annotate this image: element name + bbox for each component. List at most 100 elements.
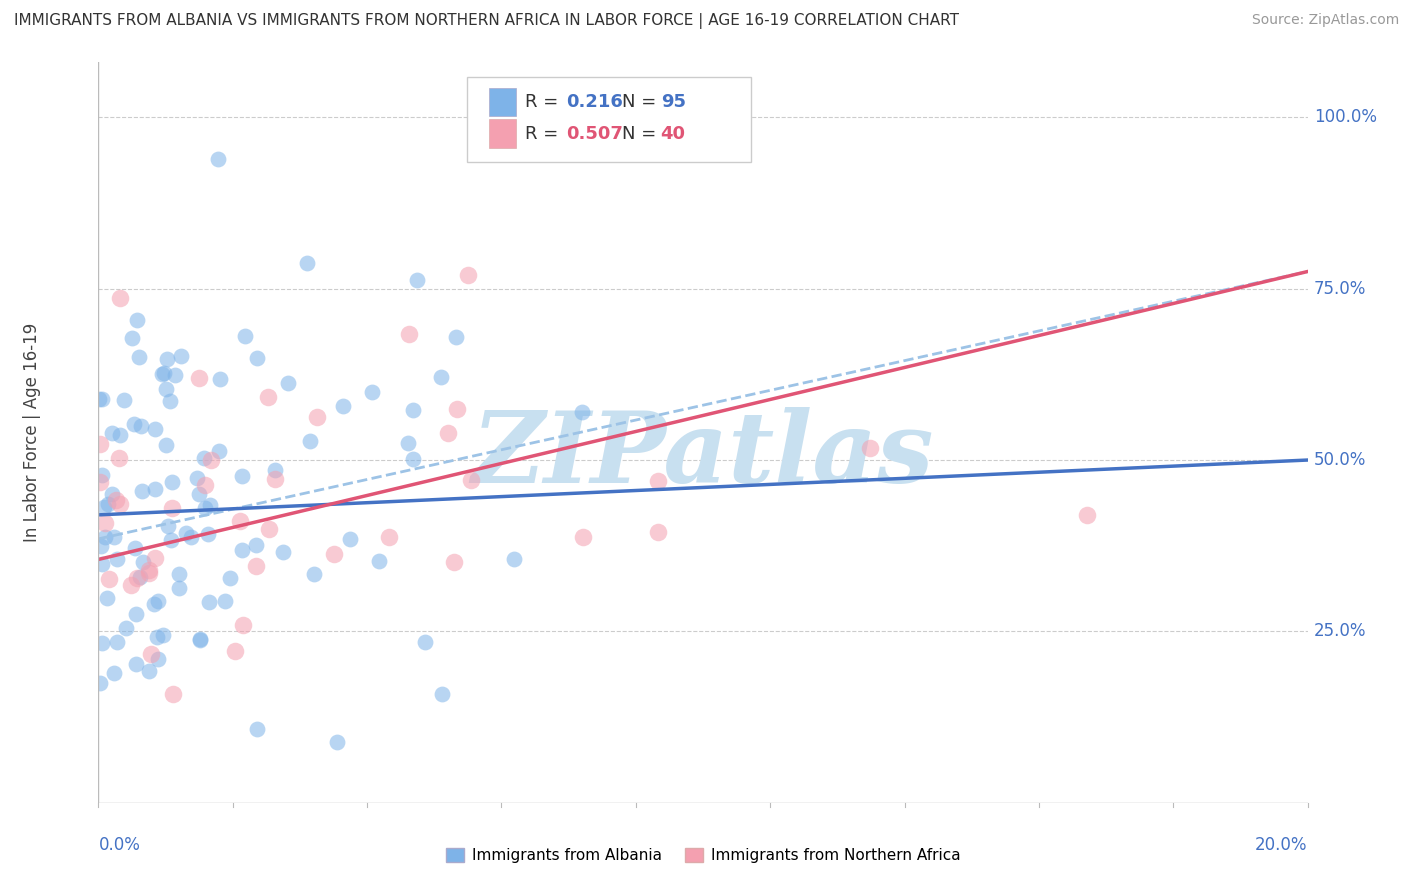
Point: [224, 643, 246, 657]
Point: [647, 474, 669, 488]
Point: [396, 436, 419, 450]
Point: [127, 313, 149, 327]
Point: [229, 514, 252, 528]
Point: [323, 547, 346, 561]
FancyBboxPatch shape: [467, 78, 751, 162]
Point: [143, 551, 166, 566]
Text: N =: N =: [621, 125, 662, 143]
Point: [402, 403, 425, 417]
Point: [233, 329, 256, 343]
Point: [277, 376, 299, 391]
Point: [232, 618, 254, 632]
Point: [143, 483, 166, 497]
Point: [138, 566, 160, 580]
Point: [263, 472, 285, 486]
Point: [108, 428, 131, 442]
Text: 0.216: 0.216: [567, 94, 623, 112]
FancyBboxPatch shape: [489, 88, 516, 117]
Point: [174, 525, 197, 540]
Point: [104, 493, 127, 508]
Point: [143, 597, 166, 611]
Point: [197, 527, 219, 541]
Point: [128, 350, 150, 364]
Point: [444, 330, 467, 344]
Point: [193, 451, 215, 466]
Point: [457, 268, 479, 282]
Point: [326, 735, 349, 749]
Point: [188, 632, 211, 646]
Point: [503, 552, 526, 566]
Point: [155, 351, 177, 366]
Point: [97, 497, 120, 511]
Text: 100.0%: 100.0%: [1313, 108, 1376, 127]
Point: [97, 572, 120, 586]
Point: [167, 567, 190, 582]
Point: [214, 593, 236, 607]
Point: [188, 633, 211, 648]
Point: [246, 351, 269, 365]
Text: 20.0%: 20.0%: [1256, 836, 1308, 855]
Point: [257, 390, 280, 404]
Point: [1076, 508, 1098, 522]
Point: [647, 525, 669, 540]
Point: [103, 530, 125, 544]
Point: [162, 475, 184, 490]
Point: [129, 570, 152, 584]
Point: [198, 595, 221, 609]
Point: [231, 469, 253, 483]
Text: N =: N =: [621, 94, 662, 112]
Point: [89, 475, 111, 490]
Point: [138, 563, 160, 577]
Point: [219, 572, 242, 586]
Point: [108, 497, 131, 511]
Point: [146, 594, 169, 608]
Text: R =: R =: [526, 94, 564, 112]
Point: [460, 473, 482, 487]
Point: [152, 628, 174, 642]
Text: 95: 95: [661, 94, 686, 112]
Point: [89, 675, 111, 690]
Text: 0.507: 0.507: [567, 125, 623, 143]
Point: [148, 652, 170, 666]
Point: [170, 349, 193, 363]
Point: [105, 634, 128, 648]
Point: [406, 273, 429, 287]
Point: [129, 418, 152, 433]
Point: [194, 500, 217, 515]
Point: [156, 519, 179, 533]
Point: [186, 471, 208, 485]
Point: [208, 444, 231, 458]
Point: [101, 426, 124, 441]
Point: [141, 647, 163, 661]
Point: [571, 405, 593, 419]
Point: [124, 541, 146, 555]
Point: [93, 530, 115, 544]
Text: R =: R =: [526, 125, 564, 143]
Point: [159, 533, 181, 547]
Text: 40: 40: [661, 125, 686, 143]
Point: [108, 450, 131, 465]
Point: [200, 452, 222, 467]
Text: 50.0%: 50.0%: [1313, 451, 1367, 469]
Point: [91, 636, 114, 650]
Point: [207, 152, 229, 166]
Point: [307, 410, 329, 425]
Point: [245, 538, 267, 552]
Point: [100, 487, 122, 501]
Point: [295, 256, 318, 270]
Point: [112, 393, 135, 408]
Point: [132, 555, 155, 569]
Point: [401, 451, 423, 466]
Point: [332, 399, 354, 413]
Point: [96, 591, 118, 605]
Point: [125, 657, 148, 672]
Text: 75.0%: 75.0%: [1313, 280, 1367, 298]
Point: [120, 578, 142, 592]
Point: [194, 478, 217, 492]
Point: [167, 582, 190, 596]
Point: [368, 554, 391, 568]
Point: [208, 372, 231, 386]
Point: [572, 529, 595, 543]
Point: [162, 686, 184, 700]
Point: [246, 722, 269, 736]
